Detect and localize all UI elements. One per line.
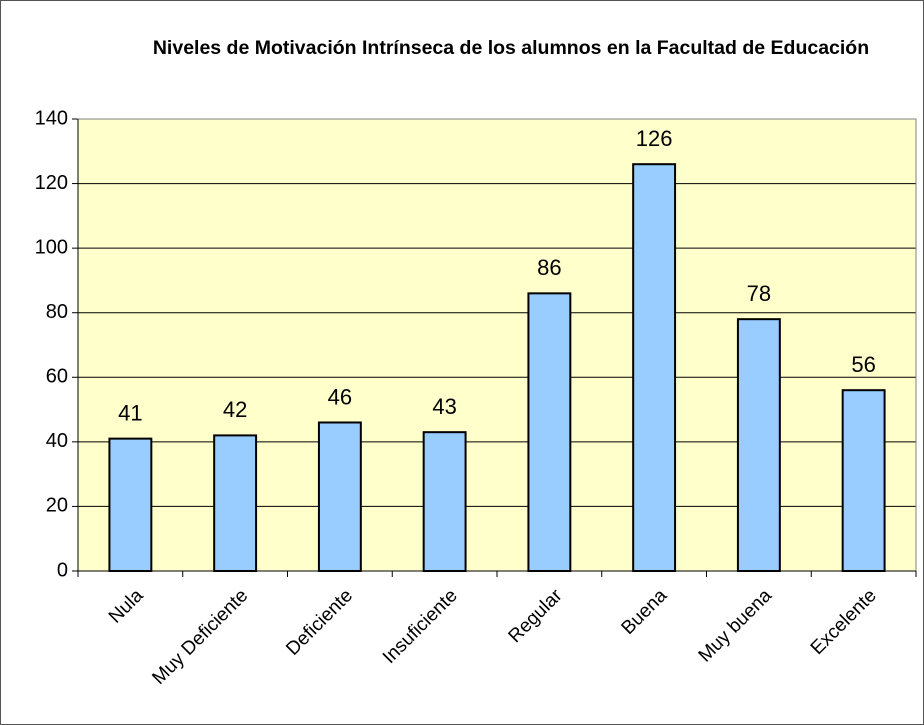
bar xyxy=(317,421,362,572)
data-label: 41 xyxy=(118,400,142,425)
bar xyxy=(527,292,572,572)
plot-area xyxy=(78,119,916,571)
y-tick-label: 0 xyxy=(57,559,68,581)
bar xyxy=(632,163,677,572)
data-label: 42 xyxy=(223,397,247,422)
y-tick-label: 120 xyxy=(35,172,68,194)
bar xyxy=(841,389,886,573)
y-tick-label: 20 xyxy=(46,495,68,517)
data-label: 43 xyxy=(432,394,456,419)
bar xyxy=(422,431,467,572)
chart-title: Niveles de Motivación Intrínseca de los … xyxy=(152,37,870,59)
y-tick-label: 100 xyxy=(35,236,68,258)
bar xyxy=(736,318,781,572)
y-tick-label: 60 xyxy=(46,366,68,388)
y-tick-label: 80 xyxy=(46,301,68,323)
y-tick-label: 40 xyxy=(46,430,68,452)
data-label: 126 xyxy=(636,126,673,151)
bar xyxy=(108,437,153,572)
y-tick-label: 140 xyxy=(35,107,68,129)
data-label: 86 xyxy=(537,255,561,280)
data-label: 46 xyxy=(328,384,352,409)
bar xyxy=(213,434,258,572)
data-label: 78 xyxy=(747,281,771,306)
data-label: 56 xyxy=(851,352,875,377)
